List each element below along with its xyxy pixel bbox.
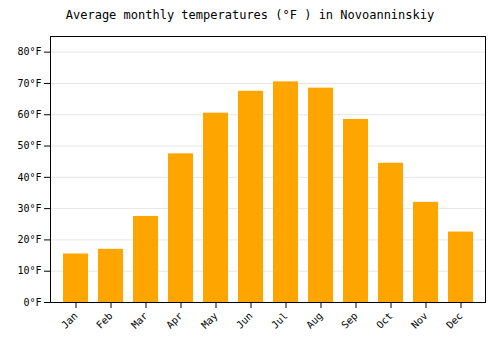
svg-text:Apr: Apr xyxy=(164,310,185,331)
svg-text:Dec: Dec xyxy=(444,310,465,331)
svg-text:Oct: Oct xyxy=(374,310,395,331)
svg-text:Nov: Nov xyxy=(409,310,430,331)
svg-text:Mar: Mar xyxy=(129,310,150,331)
svg-text:80°F: 80°F xyxy=(17,46,41,57)
svg-text:10°F: 10°F xyxy=(17,265,41,276)
svg-text:May: May xyxy=(199,310,220,331)
svg-text:60°F: 60°F xyxy=(17,109,41,120)
svg-text:50°F: 50°F xyxy=(17,140,41,151)
svg-text:Aug: Aug xyxy=(304,310,325,331)
svg-text:Sep: Sep xyxy=(339,310,360,331)
svg-text:40°F: 40°F xyxy=(17,172,41,183)
svg-text:Jan: Jan xyxy=(59,310,80,331)
svg-text:70°F: 70°F xyxy=(17,78,41,89)
svg-text:Jun: Jun xyxy=(234,310,255,331)
svg-text:Jul: Jul xyxy=(269,310,290,331)
svg-text:Feb: Feb xyxy=(94,310,115,331)
svg-text:0°F: 0°F xyxy=(23,297,41,308)
html-text:Average monthly temperatures (: Average monthly temperatures (°F ) in No… xyxy=(65,8,435,22)
svg-text:30°F: 30°F xyxy=(17,203,41,214)
svg-text:20°F: 20°F xyxy=(17,234,41,245)
